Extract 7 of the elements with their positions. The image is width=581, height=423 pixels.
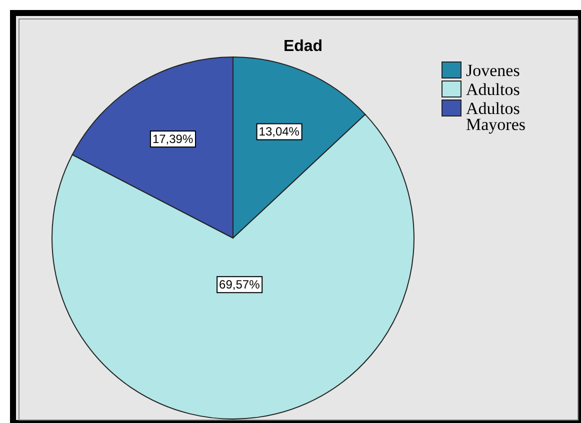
legend-label: Jovenes xyxy=(466,61,520,80)
chart-title: Edad xyxy=(283,38,323,55)
data-label: 17,39% xyxy=(152,132,194,146)
legend-label: Adultos Mayores xyxy=(466,99,526,134)
data-label: 13,04% xyxy=(258,124,300,139)
data-label: 69,57% xyxy=(219,278,260,292)
legend-label: Adultos xyxy=(466,80,520,99)
